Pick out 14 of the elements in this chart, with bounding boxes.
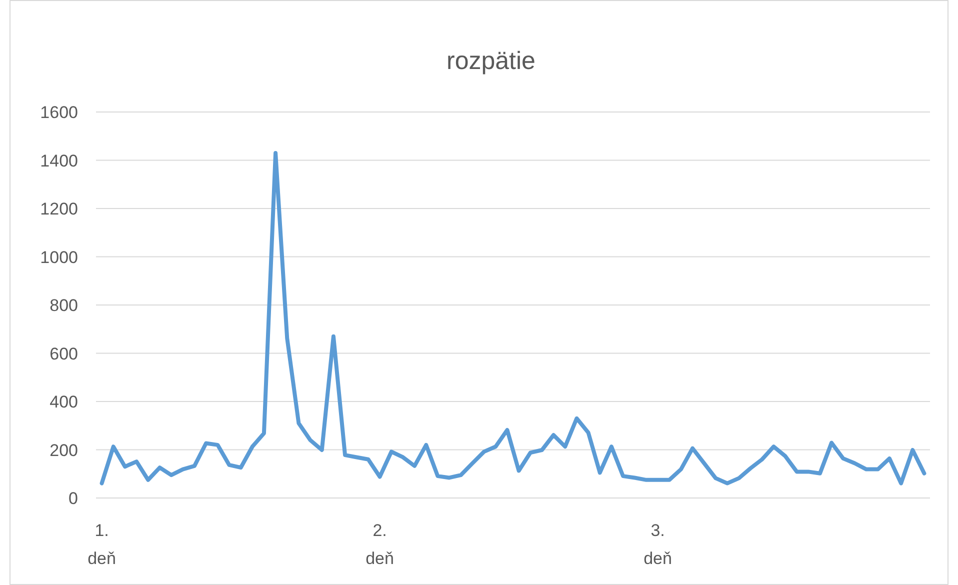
y-tick-label: 1200 <box>40 200 78 218</box>
y-tick-label: 1600 <box>40 103 78 122</box>
y-tick-label: 0 <box>68 489 78 508</box>
y-tick-label: 400 <box>50 392 78 412</box>
line-series <box>100 151 926 486</box>
chart-title: rozpätie <box>446 47 536 75</box>
y-tick-label: 1400 <box>40 151 78 170</box>
y-tick-label: 800 <box>50 296 78 315</box>
x-tick-label: 2. deň <box>366 521 394 568</box>
y-tick-label: 200 <box>50 440 78 460</box>
y-tick-label: 1000 <box>40 248 78 267</box>
x-tick-label: 3. deň <box>644 521 672 568</box>
x-tick-label: 1. deň <box>88 521 116 568</box>
y-tick-label: 600 <box>50 344 78 364</box>
